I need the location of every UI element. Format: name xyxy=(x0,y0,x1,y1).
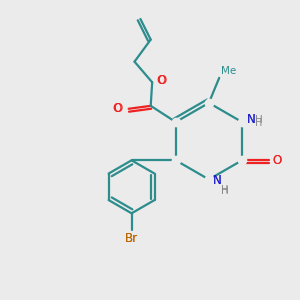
Text: O: O xyxy=(113,102,122,115)
Text: O: O xyxy=(272,154,281,167)
Text: H: H xyxy=(221,185,229,195)
Text: H: H xyxy=(255,118,263,128)
Text: Br: Br xyxy=(125,232,138,245)
Text: Br: Br xyxy=(125,232,138,245)
Text: O: O xyxy=(272,154,281,167)
Text: N: N xyxy=(213,174,222,188)
Text: N: N xyxy=(247,113,256,126)
Text: H: H xyxy=(255,115,262,125)
Text: O: O xyxy=(157,74,166,87)
Text: O: O xyxy=(157,74,166,87)
Text: N: N xyxy=(247,113,256,126)
Text: Me: Me xyxy=(221,65,236,76)
Text: O: O xyxy=(112,102,121,115)
Text: H: H xyxy=(221,186,228,196)
Text: N: N xyxy=(213,174,222,187)
